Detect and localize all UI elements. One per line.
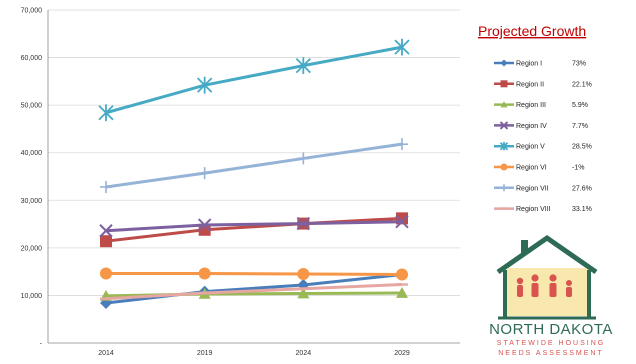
series-region-vii (100, 138, 408, 193)
legend-item-region-v: Region V 28.5% (494, 142, 592, 151)
data-point-region-iii (396, 287, 408, 298)
series-line-region-viii (105, 282, 403, 301)
logo-subtitle-line2: NEEDS ASSESSMENT (498, 350, 604, 357)
x-tick-label: 2014 (98, 350, 114, 357)
series-line-region-vi (106, 272, 403, 276)
data-point-region-vi (198, 267, 211, 280)
y-tick-label: - (40, 341, 43, 348)
legend-label: Region V (516, 144, 545, 151)
legend-title: Projected Growth (478, 23, 586, 39)
legend-label: Region VIII (516, 206, 551, 213)
legend-marker (499, 142, 509, 151)
x-tick-label: 2024 (296, 350, 312, 357)
legend-label: Region I (516, 61, 542, 68)
y-tick-label: 40,000 (21, 150, 43, 157)
series-line-region-v (105, 45, 403, 115)
x-tick-label: 2019 (197, 350, 213, 357)
y-tick-label: 10,000 (21, 293, 43, 300)
y-tick-label: 30,000 (21, 198, 43, 205)
series-region-viii (100, 282, 408, 301)
legend-item-region-vii: Region VII 27.6% (494, 184, 592, 192)
legend-label: Region III (516, 102, 546, 109)
series-region-iv (99, 214, 409, 238)
legend-item-region-viii: Region VIII 33.1% (494, 206, 592, 213)
y-tick-label: 60,000 (21, 55, 43, 62)
legend-marker (500, 184, 508, 192)
series-layer (98, 38, 410, 310)
legend-growth-value: 5.9% (572, 102, 588, 109)
legend-item-region-i: Region I 73% (494, 59, 586, 68)
y-tick-label: 70,000 (21, 8, 43, 15)
y-tick-label: 50,000 (21, 103, 43, 110)
data-point-region-vii (297, 152, 310, 165)
legend-marker (500, 163, 508, 171)
data-point-region-vii (198, 167, 211, 180)
legend-item-region-ii: Region II 22.1% (494, 80, 592, 88)
data-point-region-v (98, 104, 114, 122)
data-point-region-vi (100, 267, 112, 280)
data-point-region-iii (297, 287, 310, 299)
north-dakota-logo: NORTH DAKOTA STATEWIDE HOUSING NEEDS ASS… (489, 234, 613, 357)
legend-growth-value: 28.5% (572, 144, 592, 151)
gridlines (48, 9, 460, 296)
legend-label: Region VI (516, 165, 547, 172)
data-point-region-vi (396, 268, 408, 281)
data-point-region-ii (100, 235, 112, 248)
legend-marker (499, 121, 509, 130)
series-region-v (98, 38, 410, 122)
x-tick-label: 2029 (394, 350, 410, 357)
logo-name: NORTH DAKOTA (489, 321, 613, 338)
legend-label: Region II (516, 81, 544, 88)
data-point-region-iv (395, 214, 409, 229)
data-point-region-iv (296, 216, 311, 231)
legend-marker (500, 59, 508, 67)
legend-marker (500, 101, 508, 108)
data-point-region-vi (297, 268, 310, 281)
legend: Region I 73%Region II 22.1%Region III 5.9%R… (494, 59, 592, 213)
series-line-region-vii (105, 142, 403, 189)
logo-subtitle-line1: STATEWIDE HOUSING (497, 340, 605, 347)
legend-growth-value: 22.1% (572, 81, 592, 88)
legend-growth-value: 27.6% (572, 185, 592, 192)
legend-marker (500, 80, 508, 88)
y-tick-labels: - 10,000 20,000 30,000 40,000 50,000 60,000 70,… (21, 8, 43, 348)
series-region-vi (100, 267, 408, 281)
x-tick-labels: 2014 2019 2024 2029 (98, 350, 410, 357)
legend-label: Region VII (516, 185, 549, 192)
data-point-region-vii (100, 180, 112, 193)
data-point-region-v (197, 76, 213, 94)
legend-growth-value: 33.1% (572, 206, 592, 213)
y-tick-label: 20,000 (21, 245, 43, 252)
legend-item-region-iv: Region IV 7.7% (494, 121, 588, 130)
series-line-region-ii (105, 216, 403, 243)
legend-growth-value: 73% (572, 61, 586, 68)
data-point-region-v (295, 57, 311, 75)
legend-label: Region IV (516, 123, 547, 130)
data-point-region-vii (396, 138, 408, 151)
data-point-region-iv (197, 218, 212, 232)
series-line-region-iv (105, 220, 403, 233)
data-point-region-iv (99, 224, 113, 238)
legend-item-region-iii: Region III 5.9% (494, 101, 588, 109)
data-point-region-v (394, 38, 410, 56)
legend-growth-value: -1% (572, 165, 584, 172)
legend-growth-value: 7.7% (572, 123, 588, 130)
legend-item-region-vi: Region VI -1% (494, 163, 584, 172)
house-logo-icon (496, 234, 598, 320)
series-line-region-i (105, 273, 403, 305)
